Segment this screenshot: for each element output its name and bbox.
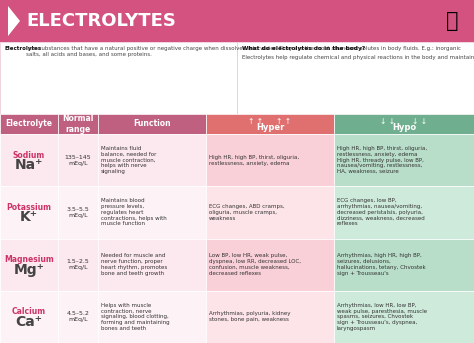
Text: ELECTROLYTES: ELECTROLYTES [26,12,176,30]
Text: Maintains blood
pressure levels,
regulates heart
contractions, helps with
muscle: Maintains blood pressure levels, regulat… [101,198,167,226]
Text: Low BP, low HR, weak pulse,
dyspnea, low RR, decreased LOC,
confusion, muscle we: Low BP, low HR, weak pulse, dyspnea, low… [209,253,301,276]
Text: Electrolytes help regulate chemical and physical reactions in the body and maint: Electrolytes help regulate chemical and … [242,55,474,60]
Bar [0,134,58,186]
Bar [206,114,334,134]
Bar [206,238,334,291]
Text: Hypo: Hypo [392,122,416,131]
Text: ↓ ↓: ↓ ↓ [412,117,428,126]
Text: Arrhythmias, high HR, high BP,
seizures, delusions,
hallucinations, tetany, Chvo: Arrhythmias, high HR, high BP, seizures,… [337,253,426,276]
Text: Arrhythmias, polyuria, kidney
stones, bone pain, weakness: Arrhythmias, polyuria, kidney stones, bo… [209,311,291,322]
Text: Maintains fluid
balance, needed for
muscle contraction,
helps with nerve
signali: Maintains fluid balance, needed for musc… [101,146,156,174]
Bar [0,238,58,291]
Bar [58,238,98,291]
Bar [58,134,98,186]
Text: ↓ ↓: ↓ ↓ [381,117,396,126]
Text: ↑ ↑: ↑ ↑ [276,117,292,126]
Text: Needed for muscle and
nerve function, proper
heart rhythm, promotes
bone and tee: Needed for muscle and nerve function, pr… [101,253,167,276]
Text: What do electrolytes do in the body?: What do electrolytes do in the body? [242,46,365,51]
Bar [98,186,206,238]
Text: Sodium: Sodium [13,151,45,159]
Bar [0,0,474,42]
Text: Mg⁺: Mg⁺ [14,263,45,276]
Text: 🫁: 🫁 [446,11,458,31]
Text: Function: Function [133,119,171,129]
Text: High HR, high BP, thirst, oliguria,
restlessness, anxiety, edema: High HR, high BP, thirst, oliguria, rest… [209,155,299,166]
Text: 4.5–5.2
mEq/L: 4.5–5.2 mEq/L [66,311,90,322]
Bar [334,134,474,186]
Text: Na⁺: Na⁺ [15,158,43,172]
Text: Arrhythmias, low HR, low BP,
weak pulse, paresthesia, muscle
spasms, seizures, C: Arrhythmias, low HR, low BP, weak pulse,… [337,303,427,331]
Text: Electrolytes: Electrolytes [5,46,42,51]
Bar [206,134,334,186]
Text: 3.5–5.5
mEq/L: 3.5–5.5 mEq/L [67,207,90,218]
Text: Potassium: Potassium [7,203,52,212]
Bar [0,42,237,114]
Bar [0,291,58,343]
Text: Ca⁺: Ca⁺ [16,315,43,329]
Polygon shape [8,6,20,36]
Text: 135–145
mEq/L: 135–145 mEq/L [64,155,91,166]
Bar [334,291,474,343]
Bar [334,238,474,291]
Text: Helps with muscle
contraction, nerve
signaling, blood clotting,
forming and main: Helps with muscle contraction, nerve sig… [101,303,170,331]
Bar [334,114,474,134]
Text: Normal
range: Normal range [62,114,94,134]
Bar [334,186,474,238]
Bar [58,114,98,134]
Bar [98,114,206,134]
Bar [206,186,334,238]
Bar [98,291,206,343]
Text: ECG changes, low BP,
arrhythmias, nausea/vomiting,
decreased peristalsis, polyur: ECG changes, low BP, arrhythmias, nausea… [337,198,425,226]
Text: ECG changes, ABD cramps,
oliguria, muscle cramps,
weakness: ECG changes, ABD cramps, oliguria, muscl… [209,204,284,221]
Bar [0,186,58,238]
Bar [98,238,206,291]
Text: are substances that have a natural positive or negative charge when dissolved in: are substances that have a natural posit… [26,46,461,57]
Text: K⁺: K⁺ [20,210,38,224]
Text: 1.5–2.5
mEq/L: 1.5–2.5 mEq/L [67,259,90,270]
Text: ↑ ↑: ↑ ↑ [248,117,264,126]
Text: High HR, high BP, thirst, oliguria,
restlessness, anxiety, edema
High HR, thread: High HR, high BP, thirst, oliguria, rest… [337,146,427,174]
Bar [58,186,98,238]
Text: Hyper: Hyper [256,122,284,131]
Text: Electrolyte: Electrolyte [6,119,53,129]
Text: Calcium: Calcium [12,307,46,316]
Text: Magnesium: Magnesium [4,255,54,264]
Bar [237,42,474,114]
Bar [98,134,206,186]
Bar [58,291,98,343]
Bar [206,291,334,343]
Bar [0,114,58,134]
